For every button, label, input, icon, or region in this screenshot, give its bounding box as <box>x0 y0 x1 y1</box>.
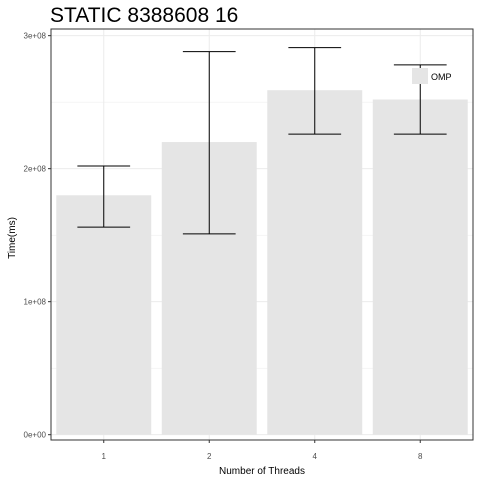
bar <box>56 195 152 435</box>
bar <box>372 99 468 435</box>
y-axis-title: Time(ms) <box>7 217 18 259</box>
bars-layer <box>56 90 468 435</box>
plot-frame <box>50 28 474 441</box>
bar <box>267 90 363 435</box>
x-axis: 1 2 4 8 <box>102 440 423 461</box>
x-axis-title: Number of Threads <box>219 466 305 477</box>
legend-key <box>412 68 428 84</box>
x-tick-label: 1 <box>102 452 107 461</box>
legend-label: OMP <box>431 72 452 82</box>
y-tick-label: 1e+08 <box>24 298 47 307</box>
x-tick-label: 2 <box>207 452 212 461</box>
x-tick-label: 8 <box>418 452 423 461</box>
y-tick-label: 2e+08 <box>24 165 47 174</box>
x-tick-label: 4 <box>313 452 318 461</box>
y-tick-label: 0e+00 <box>24 431 47 440</box>
y-tick-label: 3e+08 <box>24 32 47 41</box>
y-axis: 0e+00 1e+08 2e+08 3e+08 <box>24 32 51 440</box>
chart-title: STATIC 8388608 16 <box>50 4 238 27</box>
legend: OMP <box>412 68 452 84</box>
